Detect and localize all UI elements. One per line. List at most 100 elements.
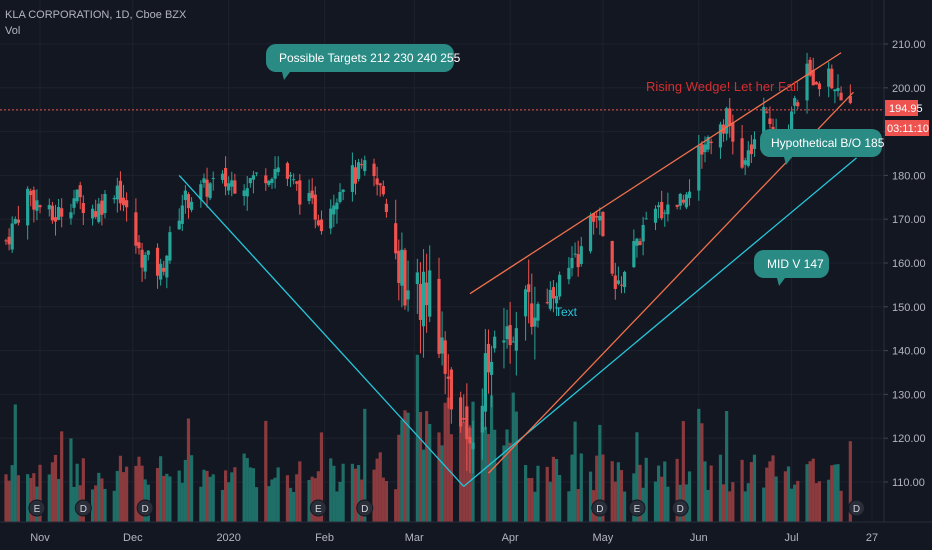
text-annotation[interactable]: Text [555,305,578,319]
volume-bar [251,468,256,522]
volume-bar [697,408,701,522]
candle-body [687,191,692,199]
volume-bar [264,420,268,522]
candle-body [530,303,534,327]
volume-bar [140,465,144,522]
volume-bar [558,474,562,522]
event-marker-label: E [315,504,322,515]
volume-bar [703,461,707,522]
dividend-icon [74,499,92,517]
time-tick-label: Nov [30,532,50,544]
mid-callout[interactable]: MID V 147 [754,250,829,286]
volume-bar [554,459,559,522]
candle-body [356,162,361,179]
candle-body [579,246,583,264]
time-axis[interactable]: Nov Dec 2020 Feb Mar Apr May Jun Jul 27 [30,532,878,544]
candle-body [199,184,203,200]
candle-body [35,200,39,211]
candle-body [752,139,757,149]
candle-body [558,274,562,297]
event-marker: D [74,499,92,517]
volume-bar [254,487,259,522]
volume-bar [162,475,166,522]
event-marker-label: E [634,504,641,515]
candle-body [443,340,447,374]
volume-bar [353,468,358,522]
price-tick-label: 110.00 [892,477,925,489]
candle-body [335,202,339,210]
candle-body [403,250,407,306]
candle-body [480,405,484,433]
candle-body [697,146,701,191]
volume-bar [100,478,104,522]
volume-bar [731,482,735,522]
candles[interactable] [4,52,852,474]
volume-bar [248,467,252,522]
targets-callout[interactable]: Possible Targets 212 230 240 255 [266,44,461,80]
candle-body [570,257,574,269]
candle-body [75,189,79,202]
volume-bar [567,491,571,522]
candle-body [415,272,419,285]
volume-bar [267,486,271,522]
candle-body [446,376,450,379]
volume-bar [489,395,494,522]
breakout-callout[interactable]: Hypothetical B/O 185 [760,129,885,165]
volume-bar [808,461,812,522]
volume-bar [208,476,212,522]
candle-body [468,436,472,444]
volume-bar [762,487,766,522]
candle-body [316,220,320,226]
last-price-badge: 194.95 03:11:10 [885,100,929,136]
volume-bar [675,458,679,522]
volume-bar [786,466,791,522]
candle-body [97,203,101,222]
volume-bar [134,465,138,522]
volume-bar [13,404,17,522]
candle-body [548,289,552,309]
candle-body [656,205,661,208]
time-tick-label: Feb [315,532,334,544]
volume-bar [653,481,658,522]
price-tick-label: 150.00 [892,302,926,314]
volume-bar [718,454,723,522]
volume-bar [827,479,831,522]
volume-bar [199,486,203,522]
volume-bar [839,490,843,522]
volume-bar [56,479,61,522]
time-tick-label: Apr [502,532,519,544]
candle-body [817,83,822,90]
volume-bar [527,478,531,522]
candle-body [384,203,389,212]
candle-body [140,249,144,268]
candle-body [731,122,735,142]
volume-bar [740,459,744,522]
wedge-annotation[interactable]: Rising Wedge! Let her Fall [646,79,799,94]
volume-bar [619,470,624,522]
volume-bar [771,455,775,522]
volume-bar [415,354,419,522]
candle-body [13,218,17,224]
candle-body [338,191,342,202]
candle-body [183,190,187,201]
volume-bar [155,468,160,522]
price-tick-label: 130.00 [892,389,926,401]
candle-body [118,180,123,204]
volume-bar [533,491,537,522]
candle-body [632,241,636,268]
volume-bar [811,458,815,522]
price-axis[interactable]: 210.00200.00190.00180.00170.00160.00150.… [884,39,926,489]
candle-body [264,175,268,184]
candle-body [100,200,104,215]
volume-bar [112,490,116,522]
volume-bar [576,489,580,522]
time-tick-label: 27 [866,532,878,544]
candle-body [808,59,812,76]
price-tick-label: 120.00 [892,433,926,445]
candle-body [449,369,453,410]
candle-body [329,208,333,229]
candle-body [233,180,237,194]
